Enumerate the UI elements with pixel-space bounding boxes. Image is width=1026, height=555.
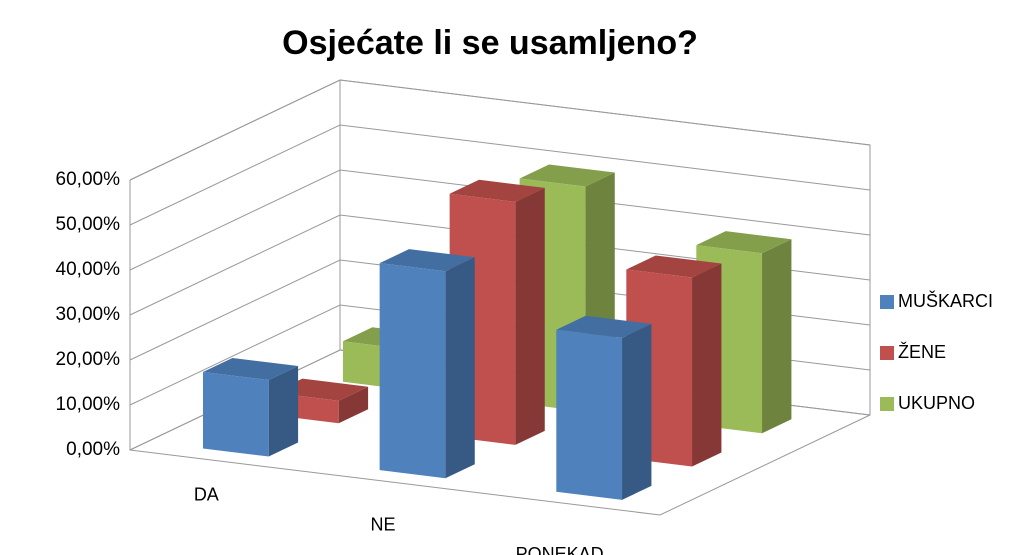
y-tick-label: 0,00% bbox=[66, 439, 120, 460]
y-tick-label: 50,00% bbox=[56, 214, 121, 235]
grid-line bbox=[129, 214, 871, 316]
bar-side bbox=[268, 366, 299, 457]
bar-top bbox=[449, 179, 545, 202]
bar bbox=[556, 315, 652, 500]
grid-line bbox=[129, 79, 871, 181]
bar-side bbox=[622, 323, 652, 500]
x-tick-label: NE bbox=[370, 514, 395, 534]
bar-side bbox=[762, 239, 792, 434]
bar-side bbox=[338, 386, 369, 424]
bar bbox=[202, 357, 299, 457]
bar-side bbox=[515, 187, 545, 445]
grid-line bbox=[129, 169, 871, 271]
legend-swatch bbox=[880, 397, 894, 411]
legend-swatch bbox=[880, 346, 894, 360]
bar-top bbox=[556, 315, 652, 338]
legend-label: UKUPNO bbox=[898, 393, 975, 413]
bar-side bbox=[445, 257, 475, 479]
bar-side bbox=[692, 263, 722, 467]
bar-front bbox=[379, 263, 446, 479]
bar-top bbox=[626, 255, 722, 278]
legend-label: MUŠKARCI bbox=[898, 290, 993, 311]
y-tick-label: 10,00% bbox=[56, 394, 121, 415]
bar-top bbox=[379, 249, 475, 272]
bar bbox=[379, 249, 475, 479]
y-tick-label: 40,00% bbox=[56, 259, 121, 280]
chart-title: Osjećate li se usamljeno? bbox=[282, 24, 698, 62]
legend-label: ŽENE bbox=[898, 342, 946, 362]
bar-top bbox=[202, 357, 299, 381]
bar-top bbox=[696, 231, 792, 254]
y-tick-label: 60,00% bbox=[56, 169, 121, 190]
grid-line bbox=[129, 124, 871, 226]
floor-outline bbox=[129, 414, 871, 516]
y-tick-label: 20,00% bbox=[56, 349, 121, 370]
y-tick-label: 30,00% bbox=[56, 304, 121, 325]
x-tick-label: PONEKAD bbox=[516, 544, 604, 555]
bar-front bbox=[202, 371, 269, 457]
x-tick-label: DA bbox=[194, 485, 219, 505]
legend-swatch bbox=[880, 295, 894, 309]
bar-top bbox=[519, 164, 615, 187]
bar-front bbox=[556, 329, 623, 500]
